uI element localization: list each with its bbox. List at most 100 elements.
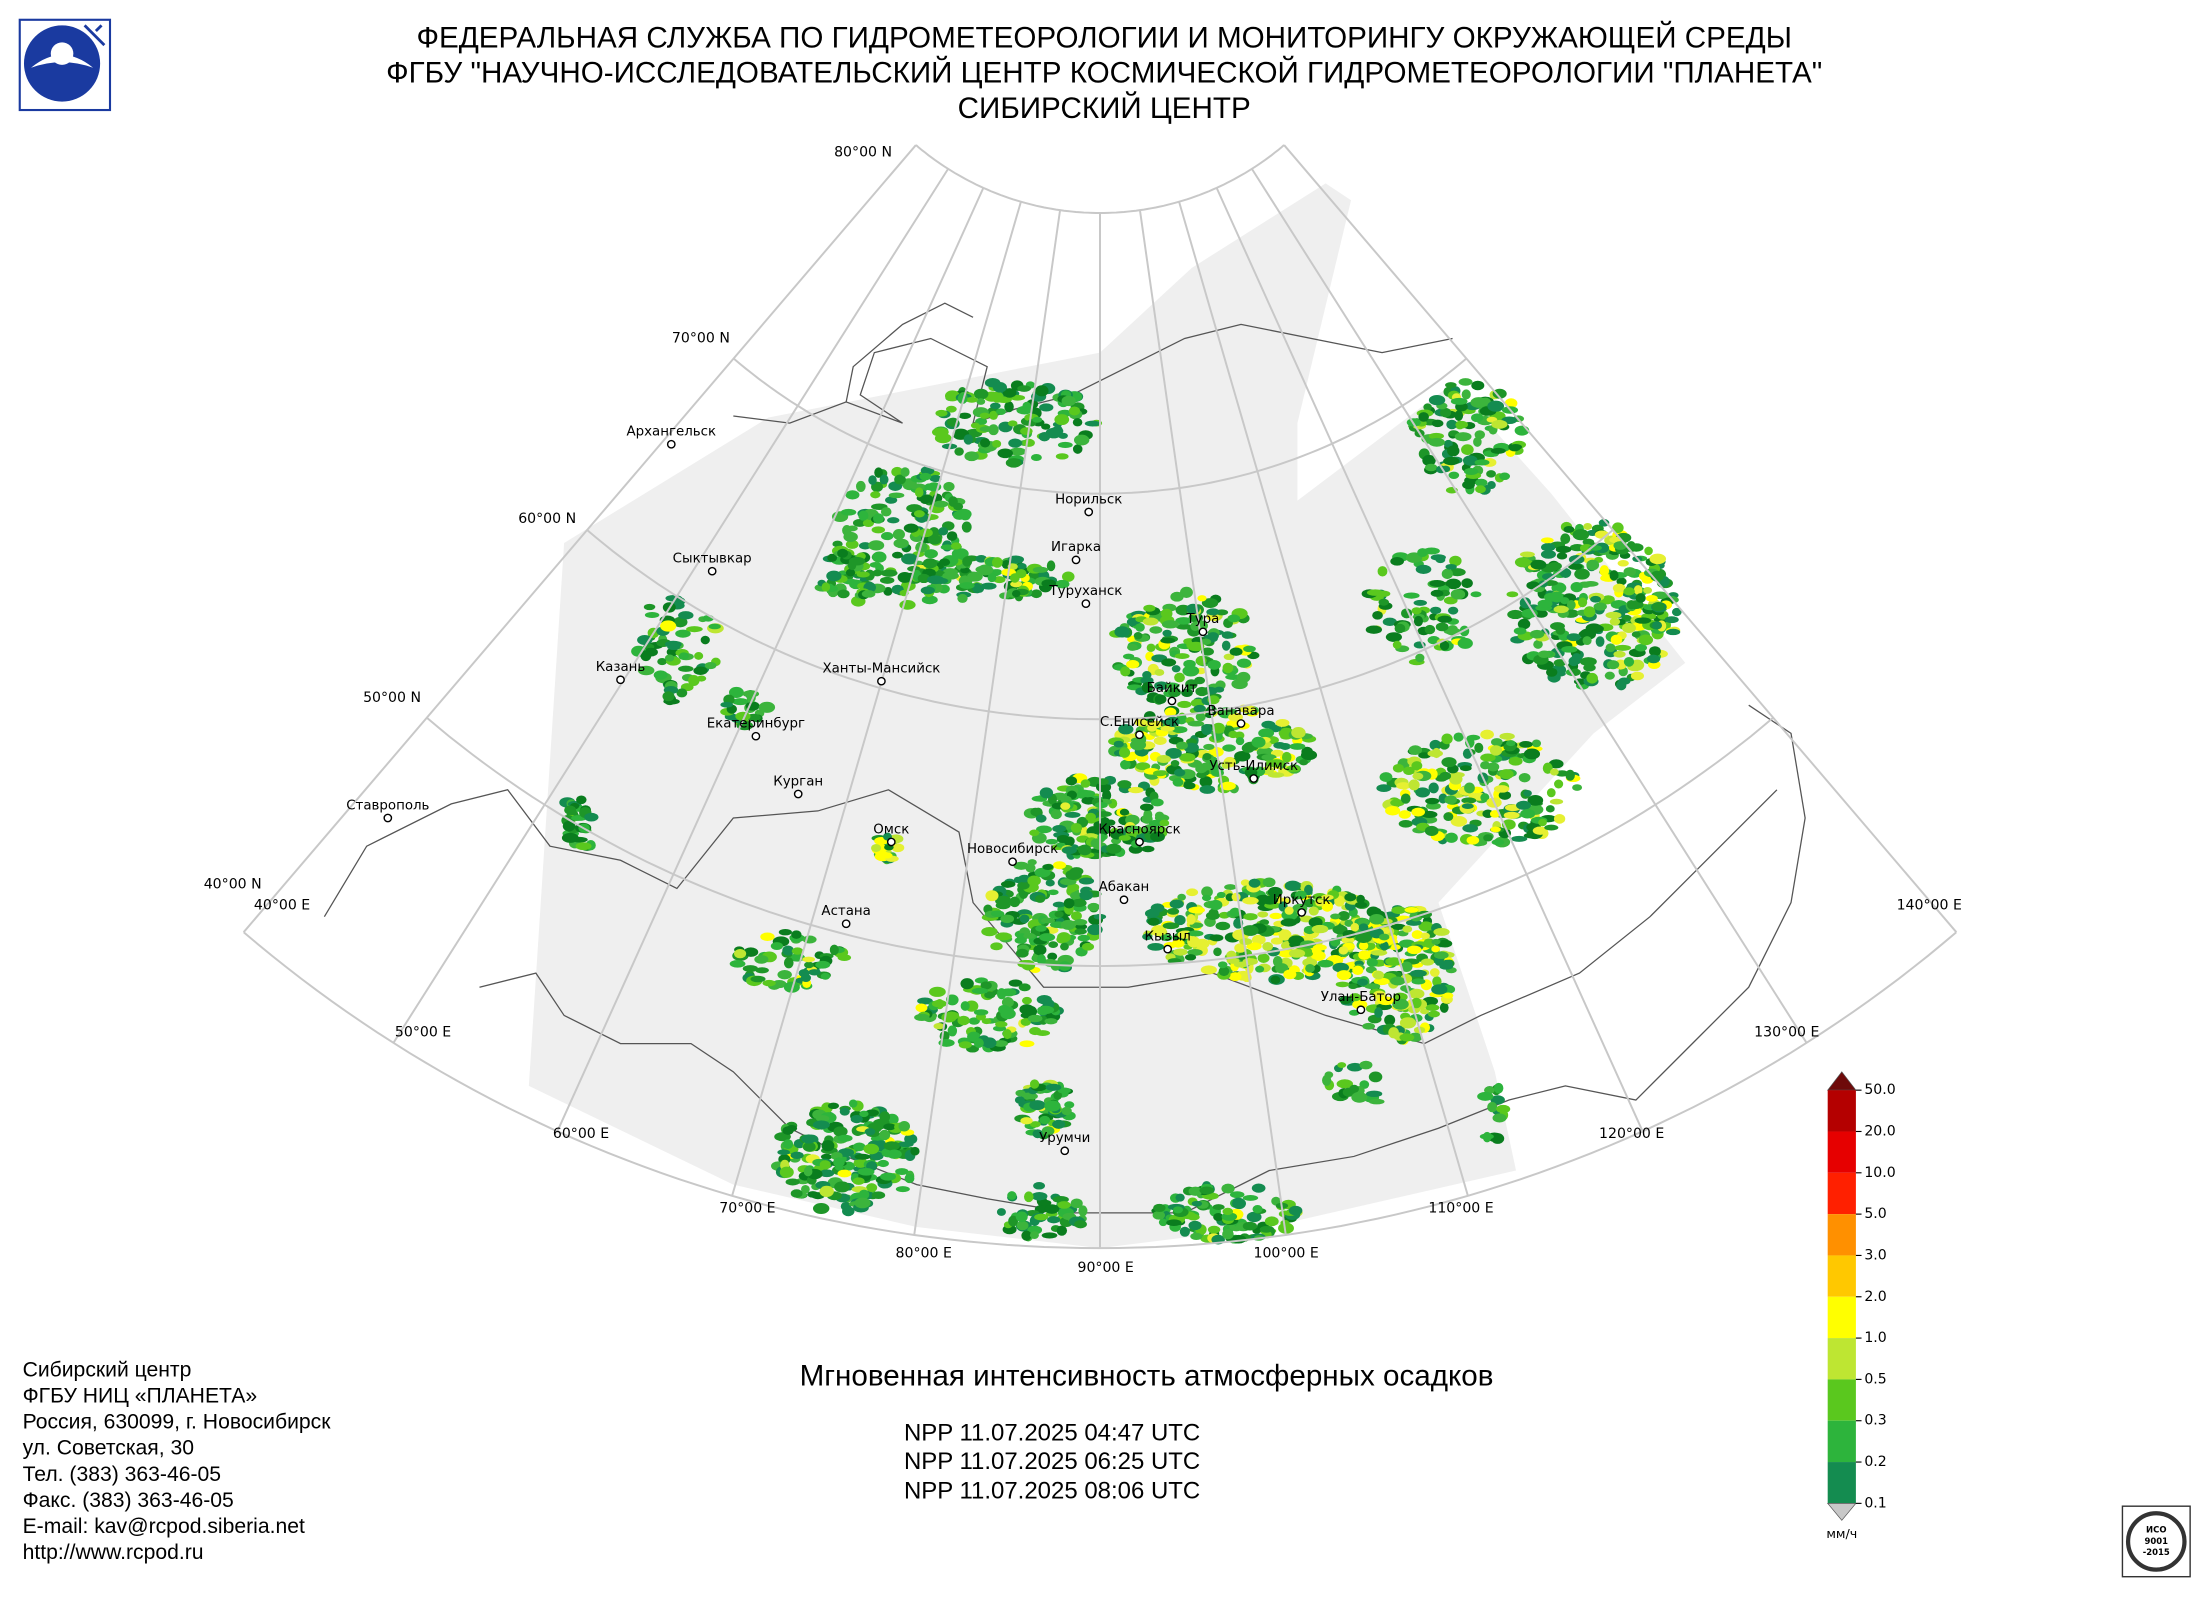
precip-cell	[1385, 806, 1401, 816]
precip-cell	[1420, 958, 1435, 966]
precip-cell	[1671, 607, 1682, 617]
precip-cell	[1430, 589, 1444, 597]
precip-cell	[1118, 724, 1134, 735]
precip-cell	[1332, 962, 1349, 973]
precip-cell	[1038, 431, 1051, 442]
precip-cell	[584, 812, 599, 822]
precip-cell	[1634, 617, 1652, 624]
pass-time: NPP 11.07.2025 04:47 UTC	[904, 1420, 1200, 1447]
precip-cell	[1380, 941, 1389, 951]
precip-cell	[1517, 618, 1531, 630]
meridian	[556, 187, 985, 1132]
precip-cell	[1409, 969, 1427, 978]
precip-cell	[1251, 1183, 1266, 1193]
precip-cell	[1311, 924, 1329, 934]
precip-cell	[1388, 1027, 1399, 1039]
precip-cell	[1555, 626, 1566, 635]
precip-cell	[1262, 942, 1274, 951]
precip-cell	[1191, 1200, 1203, 1207]
precip-cell	[1458, 378, 1473, 386]
precip-cell	[1609, 617, 1621, 626]
precip-cell	[1056, 834, 1070, 844]
precip-cell	[1228, 730, 1238, 739]
precip-cell	[962, 556, 973, 567]
iso-text: -2015	[2143, 1547, 2170, 1557]
precip-cell	[1029, 1231, 1039, 1240]
precip-cell	[1579, 657, 1597, 667]
precip-cell	[1074, 1220, 1087, 1229]
precip-cell	[845, 539, 859, 549]
precip-cell	[924, 549, 938, 559]
precip-cell	[1545, 805, 1555, 813]
precip-cell	[917, 573, 931, 584]
precip-cell	[1523, 789, 1532, 797]
precip-cell	[1093, 820, 1111, 830]
precip-cell	[1508, 756, 1523, 766]
precip-cell	[1284, 906, 1294, 915]
precip-cell	[1437, 615, 1453, 623]
precip-cell	[1128, 844, 1143, 854]
city-label: Усть-Илимск	[1209, 759, 1298, 774]
precip-cell	[1007, 555, 1025, 564]
precip-cell	[959, 582, 975, 589]
precip-cell	[954, 447, 964, 456]
precip-cell	[1052, 825, 1067, 833]
precip-cell	[1162, 922, 1180, 930]
precip-cell	[1026, 1006, 1038, 1017]
precip-cell	[673, 616, 688, 628]
precip-cell	[1040, 917, 1055, 924]
precip-cell	[1160, 725, 1175, 732]
precip-cell	[971, 987, 989, 994]
precip-cell	[1457, 637, 1473, 649]
lon-label: 110°00 E	[1428, 1201, 1493, 1217]
precip-cell	[919, 472, 932, 481]
precip-cell	[1041, 1126, 1055, 1136]
precip-cell	[1350, 923, 1360, 932]
precip-cell	[1142, 933, 1153, 941]
precip-cell	[833, 1157, 845, 1168]
precip-cell	[883, 1123, 896, 1131]
precip-cell	[1060, 942, 1069, 951]
precip-cell	[1036, 825, 1053, 834]
precip-cell	[827, 1102, 840, 1110]
precip-cell	[938, 527, 949, 536]
precip-cell	[1209, 899, 1223, 911]
precip-cell	[991, 557, 1003, 568]
precip-cell	[1369, 913, 1385, 925]
precip-cell	[1190, 621, 1200, 632]
precip-cell	[1431, 984, 1448, 995]
precip-cell	[1214, 686, 1225, 693]
precip-cell	[1009, 447, 1027, 456]
precip-cell	[1052, 1119, 1066, 1129]
precip-cell	[871, 844, 882, 852]
lat-label: 80°00 N	[834, 144, 892, 160]
precip-cell	[1560, 533, 1571, 545]
precip-cell	[1518, 772, 1531, 783]
precip-cell	[1570, 581, 1583, 593]
precip-cell	[1077, 934, 1090, 942]
city-label: Иркутск	[1273, 893, 1331, 908]
precip-cell	[1071, 898, 1087, 908]
precip-cell	[1153, 736, 1167, 745]
precip-cell	[1638, 634, 1654, 646]
precip-cell	[1057, 1201, 1071, 1209]
precip-cell	[1147, 942, 1165, 951]
precip-cell	[868, 540, 885, 551]
precip-cell	[1424, 624, 1436, 635]
precip-cell	[1550, 591, 1564, 603]
precip-cell	[1305, 963, 1315, 973]
precip-cell	[1183, 782, 1196, 790]
precip-cell	[1162, 629, 1172, 637]
precip-cell	[1368, 1098, 1385, 1105]
precip-cell	[1027, 875, 1041, 886]
precip-cell	[1400, 793, 1411, 804]
precip-cell	[1461, 578, 1473, 589]
precip-cell	[892, 551, 903, 559]
precip-cell	[562, 820, 576, 832]
iso-text: ИСО	[2146, 1525, 2166, 1535]
precip-cell	[1194, 676, 1206, 685]
lon-label: 40°00 E	[254, 897, 310, 913]
precip-cell	[1449, 555, 1462, 567]
precip-cell	[993, 569, 1003, 576]
precip-cell	[1443, 628, 1460, 635]
